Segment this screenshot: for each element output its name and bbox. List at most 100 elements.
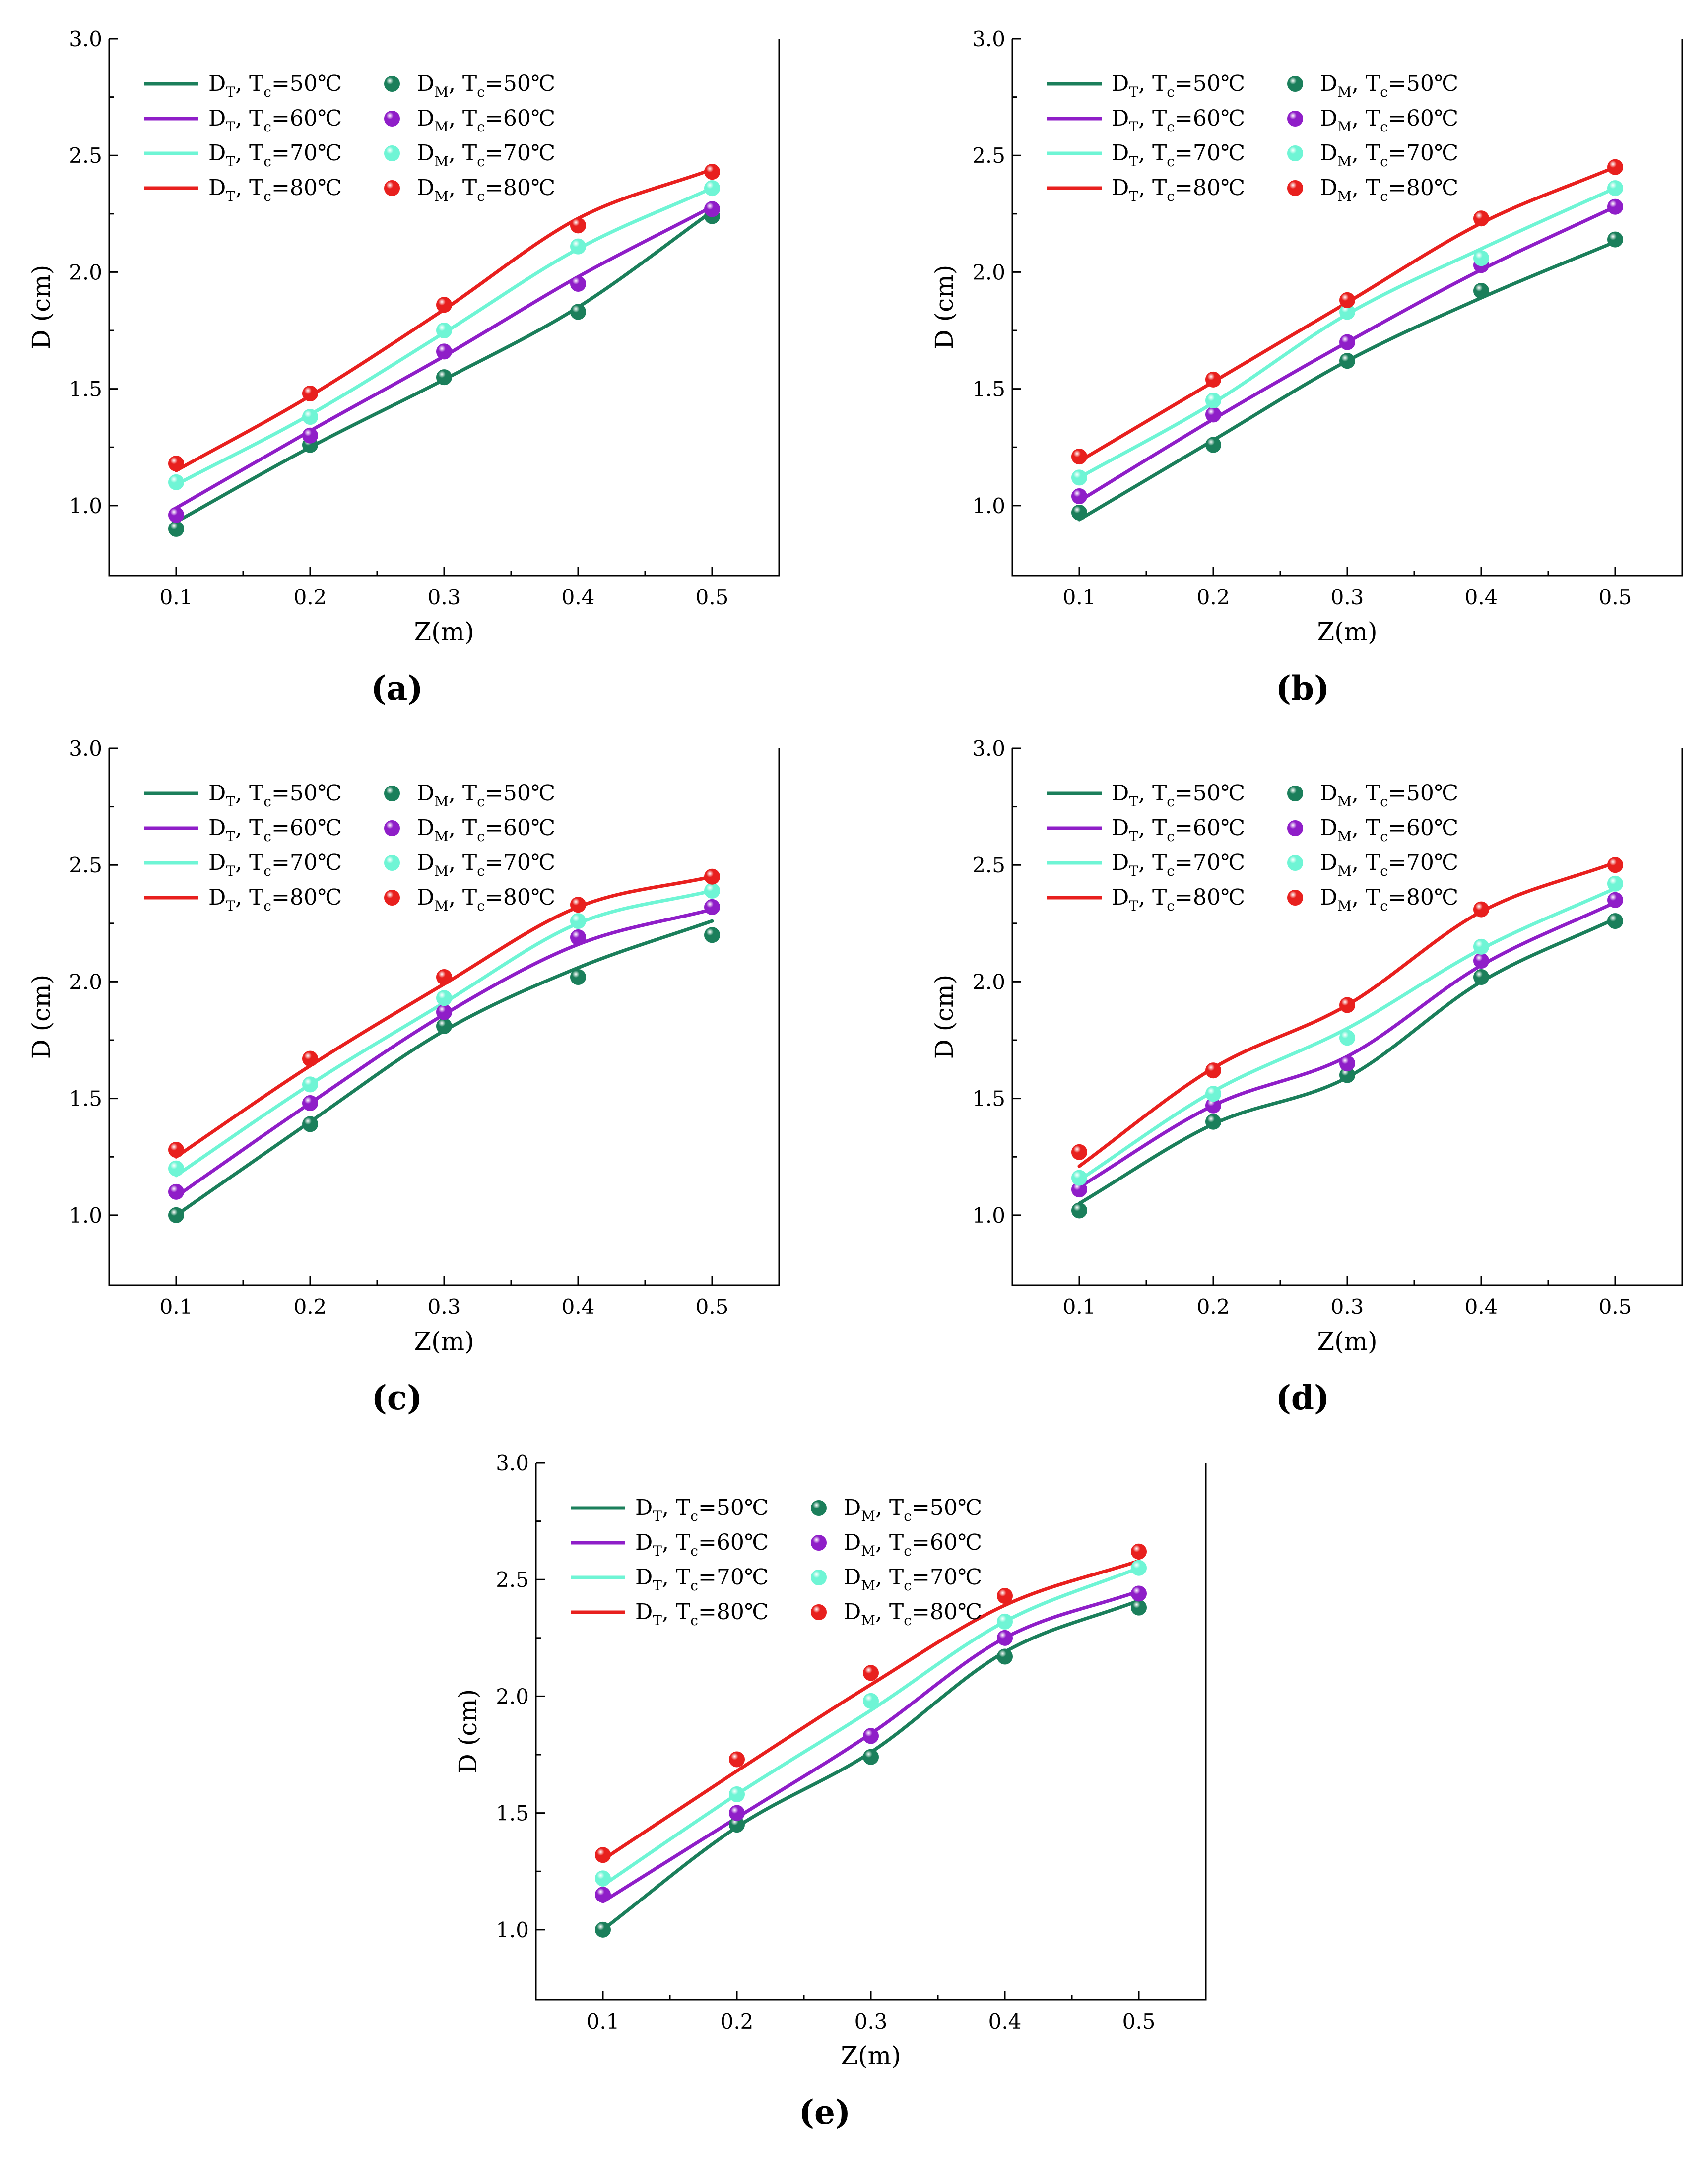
legend-marker-swatch [384, 76, 400, 92]
x-axis-label: Z(m) [1317, 617, 1377, 646]
legend-label-part: M [1337, 84, 1352, 100]
legend-label-part: =70℃ [698, 1565, 769, 1590]
y-tick-label: 3.0 [69, 736, 102, 761]
legend-label: DM, Tc=60℃ [1320, 815, 1458, 845]
legend-label-part: D [1320, 781, 1337, 806]
legend-label-part: D [417, 106, 434, 131]
legend-label-part: , T [235, 140, 263, 166]
legend-label-part: c [1380, 188, 1388, 204]
legend-label: DT, Tc=50℃ [208, 781, 342, 810]
fit-line-60c [601, 1589, 1141, 1903]
legend-label-part: , T [662, 1599, 690, 1625]
measured-point [704, 899, 720, 915]
measured-point [1473, 901, 1489, 918]
legend-label-part: =60℃ [1388, 815, 1458, 841]
legend-label-part: c [1167, 153, 1175, 170]
legend-marker-swatch [1287, 855, 1303, 871]
legend-label-part: T [1129, 153, 1138, 170]
measured-point [1131, 1599, 1147, 1616]
measured-point [1071, 504, 1087, 521]
legend-label-part: T [653, 1543, 662, 1559]
measured-point [1607, 857, 1623, 873]
legend-label-part: =80℃ [1175, 885, 1245, 910]
measured-point [595, 1921, 611, 1938]
measured-point [436, 1018, 452, 1034]
measured-point [1205, 1114, 1221, 1130]
x-tick-label: 0.4 [1465, 585, 1498, 609]
legend-label: DT, Tc=80℃ [1112, 175, 1245, 204]
legend-marker-swatch [1287, 820, 1303, 836]
x-axis-label: Z(m) [414, 1327, 474, 1356]
measured-point [1205, 393, 1221, 409]
measured-point [570, 897, 586, 913]
legend-label-part: D [635, 1530, 653, 1555]
legend-label-part: D [417, 815, 434, 841]
legend-label-part: , T [1352, 106, 1380, 131]
legend-label-part: =50℃ [1175, 781, 1245, 806]
legend-label-part: c [263, 119, 271, 135]
legend-label-part: T [1129, 828, 1138, 845]
legend-label-part: , T [235, 71, 263, 96]
x-tick-label: 0.1 [160, 585, 193, 609]
legend-label-part: , T [449, 71, 477, 96]
y-tick-label: 1.5 [69, 377, 102, 401]
legend-label: DM, Tc=80℃ [1320, 175, 1458, 204]
legend-label-part: M [861, 1577, 875, 1594]
legend-label-part: , T [1138, 175, 1167, 200]
legend-label-part: T [653, 1508, 662, 1524]
fit-line-80c [601, 1559, 1141, 1862]
legend-label-part: , T [449, 140, 477, 166]
legend-label-part: , T [235, 106, 263, 131]
measured-point [1131, 1543, 1147, 1560]
legend-label-part: D [417, 140, 434, 166]
legend-label-part: c [1167, 188, 1175, 204]
legend-label-part: D [1112, 175, 1129, 200]
legend-label-part: , T [1352, 885, 1380, 910]
fit-line-60c [174, 908, 714, 1198]
measured-point [729, 1786, 745, 1803]
legend-label-part: , T [1138, 71, 1167, 96]
measured-point [704, 164, 720, 180]
legend-label: DT, Tc=80℃ [1112, 885, 1245, 914]
measured-point [1071, 449, 1087, 465]
legend-label-part: , T [875, 1599, 904, 1625]
measured-point [570, 238, 586, 255]
legend-label-part: =80℃ [1175, 175, 1245, 200]
measured-point [863, 1728, 879, 1744]
fit-line-80c [174, 167, 714, 472]
legend-label: DT, Tc=60℃ [208, 815, 342, 845]
legend-label-part: M [1337, 153, 1352, 170]
legend-label-part: c [477, 84, 485, 100]
legend-label-part: D [208, 71, 226, 96]
fit-line-70c [601, 1566, 1141, 1887]
x-tick-label: 0.4 [562, 585, 595, 609]
legend-label: DT, Tc=70℃ [208, 140, 342, 170]
legend-label-part: c [1380, 828, 1388, 845]
legend-label-part: =50℃ [698, 1495, 769, 1520]
legend-label-part: =70℃ [1388, 850, 1458, 875]
legend-label-part: c [477, 119, 485, 135]
legend-label-part: T [1129, 793, 1138, 810]
legend-marker-swatch [1287, 76, 1303, 92]
legend-label: DT, Tc=50℃ [635, 1495, 769, 1524]
measured-point [595, 1887, 611, 1903]
legend-label-part: c [690, 1577, 698, 1594]
x-tick-label: 0.3 [1331, 1295, 1364, 1319]
legend-label-part: D [635, 1565, 653, 1590]
legend-label-part: c [263, 188, 271, 204]
legend-label-part: =50℃ [271, 781, 342, 806]
legend-label-part: M [1337, 898, 1352, 914]
x-tick-label: 0.1 [1063, 585, 1096, 609]
legend-label-part: c [1167, 793, 1175, 810]
legend-label-part: =60℃ [1175, 106, 1245, 131]
y-axis-label: D (cm) [27, 265, 56, 349]
legend-label-part: M [434, 898, 449, 914]
legend-label-part: D [1320, 106, 1337, 131]
legend-marker-swatch [384, 180, 400, 196]
measured-point [1205, 437, 1221, 453]
measured-point [1473, 250, 1489, 266]
panel-label: (c) [372, 1378, 423, 1417]
legend-label-part: =80℃ [271, 175, 342, 200]
legend-label: DT, Tc=60℃ [1112, 106, 1245, 135]
measured-point [704, 201, 720, 217]
